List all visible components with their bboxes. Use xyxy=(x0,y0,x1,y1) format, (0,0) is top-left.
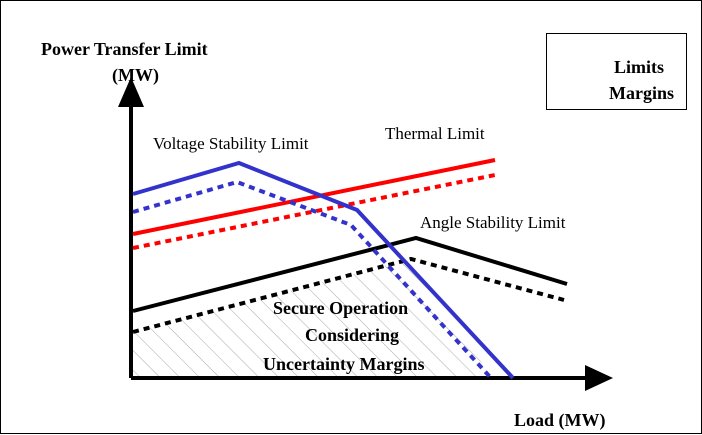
angle-margin-line xyxy=(132,256,565,334)
x-axis-label: Load (MW) xyxy=(514,410,606,430)
uncertainty-margins-label: Uncertainty Margins xyxy=(263,354,425,374)
angle-limit-line xyxy=(132,235,568,313)
legend-box xyxy=(546,33,687,110)
x-axis-arrow xyxy=(585,365,613,391)
voltage-margin-line xyxy=(132,179,493,380)
secure-operation-label: Secure Operation xyxy=(273,298,409,318)
voltage-limit-line xyxy=(132,160,515,380)
voltage-stability-label: Voltage Stability Limit xyxy=(153,134,309,153)
legend-limits-label: Limits xyxy=(614,57,665,77)
y-axis-arrow xyxy=(118,77,144,107)
legend-margins-label: Margins xyxy=(609,83,674,103)
y-axis-unit: (MW) xyxy=(112,65,159,85)
thermal-limit-label: Thermal Limit xyxy=(385,124,485,143)
thermal-limit-line xyxy=(132,158,496,236)
angle-stability-label: Angle Stability Limit xyxy=(420,213,566,232)
y-axis-label: Power Transfer Limit xyxy=(41,39,208,59)
considering-label: Considering xyxy=(305,325,400,345)
